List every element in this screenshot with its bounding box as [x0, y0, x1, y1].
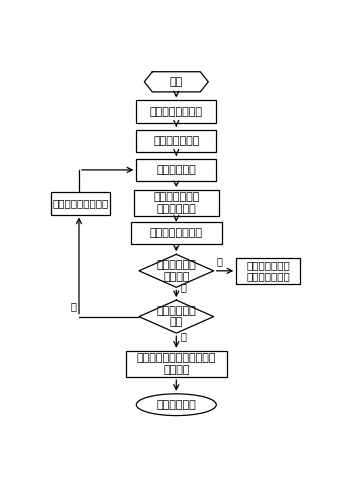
Text: 开始: 开始: [170, 77, 183, 87]
FancyBboxPatch shape: [131, 222, 222, 244]
Polygon shape: [144, 72, 208, 92]
Text: 否: 否: [180, 283, 186, 293]
Text: 是: 是: [180, 331, 186, 341]
FancyBboxPatch shape: [136, 159, 216, 181]
FancyBboxPatch shape: [236, 258, 300, 284]
Text: 修正各层权值、阈值: 修正各层权值、阈值: [52, 198, 108, 208]
Text: 是: 是: [217, 256, 223, 266]
Text: 是否达到最大
训练次数: 是否达到最大 训练次数: [157, 260, 196, 282]
FancyBboxPatch shape: [136, 100, 216, 123]
FancyBboxPatch shape: [126, 351, 227, 377]
Ellipse shape: [136, 394, 216, 416]
Text: 权值、阈值初始化: 权值、阈值初始化: [150, 107, 203, 117]
Text: 计算网络输出: 计算网络输出: [157, 165, 196, 175]
FancyBboxPatch shape: [133, 190, 219, 217]
Text: 计算网络输出误差: 计算网络输出误差: [150, 228, 203, 238]
Polygon shape: [139, 255, 214, 287]
Text: 是否小于期望
误差: 是否小于期望 误差: [157, 306, 196, 328]
Text: 给定训练样本对: 给定训练样本对: [153, 136, 200, 146]
Text: 网络训练结束: 网络训练结束: [157, 400, 196, 410]
Polygon shape: [139, 300, 214, 333]
Text: 网络训练成功，保存各层权
值、阈值: 网络训练成功，保存各层权 值、阈值: [137, 353, 216, 375]
Text: 否: 否: [71, 301, 76, 311]
Text: 计算各层权值、
阈值修正因子: 计算各层权值、 阈值修正因子: [153, 193, 200, 214]
FancyBboxPatch shape: [51, 192, 110, 215]
FancyBboxPatch shape: [136, 130, 216, 152]
Text: 网络在给定训练
次数内不能收敛: 网络在给定训练 次数内不能收敛: [246, 260, 290, 282]
